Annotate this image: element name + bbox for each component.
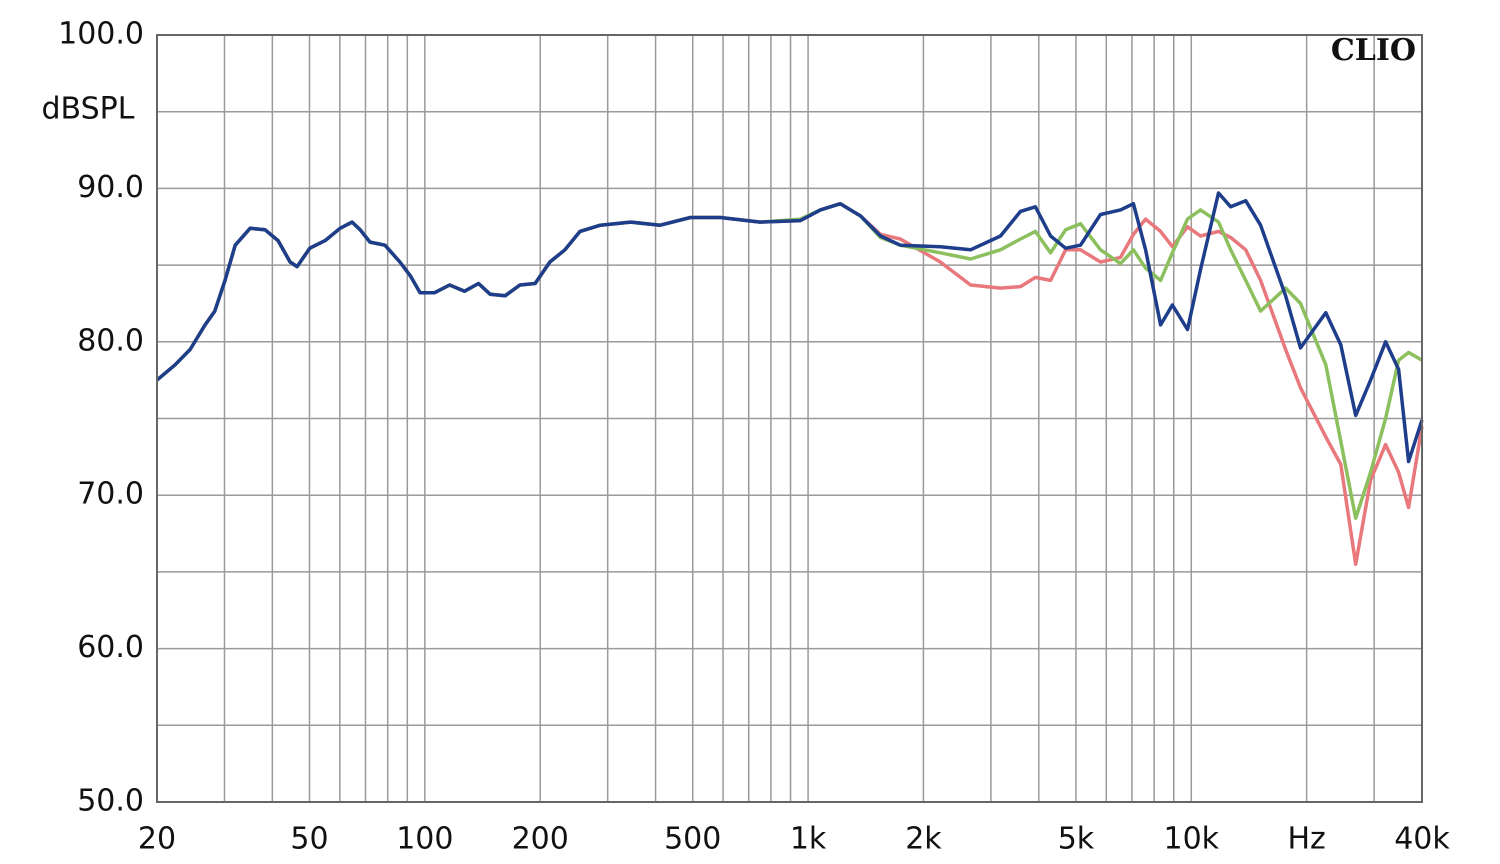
x-tick-label: 100 (396, 822, 453, 857)
x-tick-label: Hz (1287, 822, 1325, 857)
annotation: CLIO (1331, 33, 1416, 68)
x-tick-label: 40k (1394, 822, 1450, 857)
y-tick-label: 50.0 (77, 784, 144, 819)
y-tick-label: 100.0 (58, 17, 144, 52)
y-tick-label: 70.0 (77, 477, 144, 512)
y-axis-label: dBSPL (42, 92, 135, 127)
y-tick-label: 80.0 (77, 323, 144, 358)
curve (155, 191, 1424, 464)
x-tick-label: 50 (290, 822, 328, 857)
x-tick-label: 20 (138, 822, 176, 857)
y-tick-label: 90.0 (77, 170, 144, 205)
x-tick-label: 500 (664, 822, 721, 857)
x-tick-label: 1k (790, 822, 827, 857)
x-tick-label: 2k (905, 822, 942, 857)
curves (155, 191, 1424, 566)
y-tick-label: 60.0 (77, 630, 144, 665)
x-tick-label: 10k (1164, 822, 1220, 857)
x-tick-label: 5k (1058, 822, 1095, 857)
plot-border (156, 34, 1423, 803)
x-tick-label: 200 (512, 822, 569, 857)
